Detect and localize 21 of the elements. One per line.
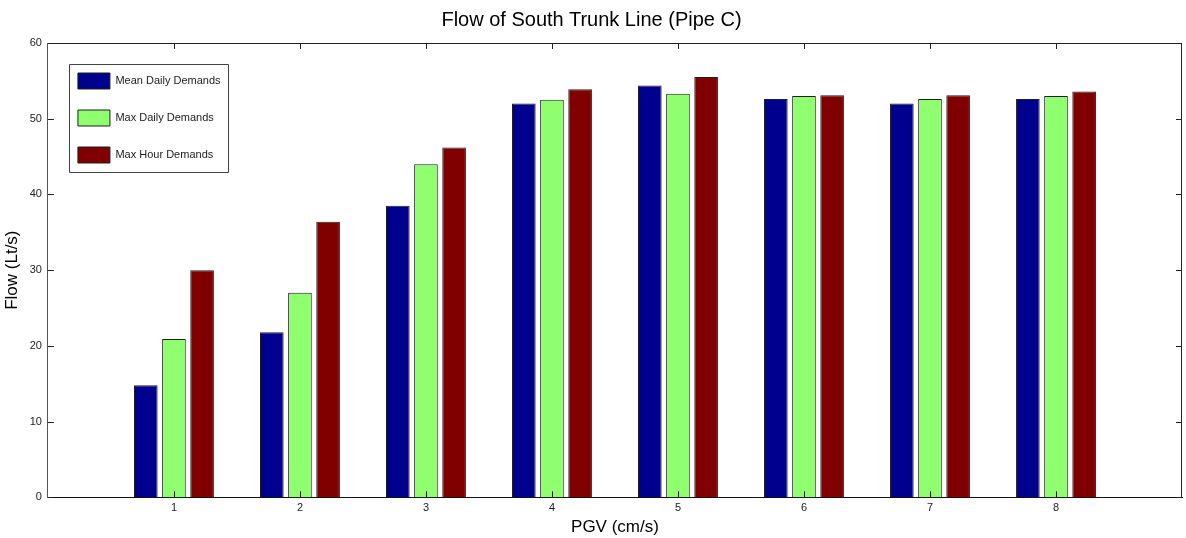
y-tick-label: 60 — [29, 36, 42, 49]
y-tick-label: 10 — [29, 414, 42, 427]
x-tick-label: 2 — [296, 500, 304, 513]
x-axis-title: PGV (cm/s) — [571, 517, 659, 537]
x-tick-label: 3 — [422, 500, 430, 513]
y-tick-label: 40 — [29, 187, 42, 200]
legend-label: Max Hour Demands — [115, 148, 214, 161]
x-tick-label: 7 — [926, 500, 934, 513]
y-tick-label: 50 — [29, 111, 42, 124]
y-tick-label: 30 — [29, 263, 42, 276]
x-tick-label: 1 — [170, 500, 178, 513]
legend-label: Mean Daily Demands — [115, 74, 222, 87]
chart-title: Flow of South Trunk Line (Pipe C) — [441, 7, 742, 30]
x-tick-label: 5 — [674, 500, 682, 513]
y-tick-label: 0 — [35, 490, 42, 503]
x-tick-label: 8 — [1052, 500, 1060, 513]
x-tick-label: 4 — [548, 500, 556, 513]
y-axis-title: Flow (Lt/s) — [2, 230, 22, 310]
x-tick-label: 6 — [800, 500, 808, 513]
legend-label: Max Daily Demands — [115, 111, 215, 124]
y-tick-label: 20 — [29, 338, 42, 351]
